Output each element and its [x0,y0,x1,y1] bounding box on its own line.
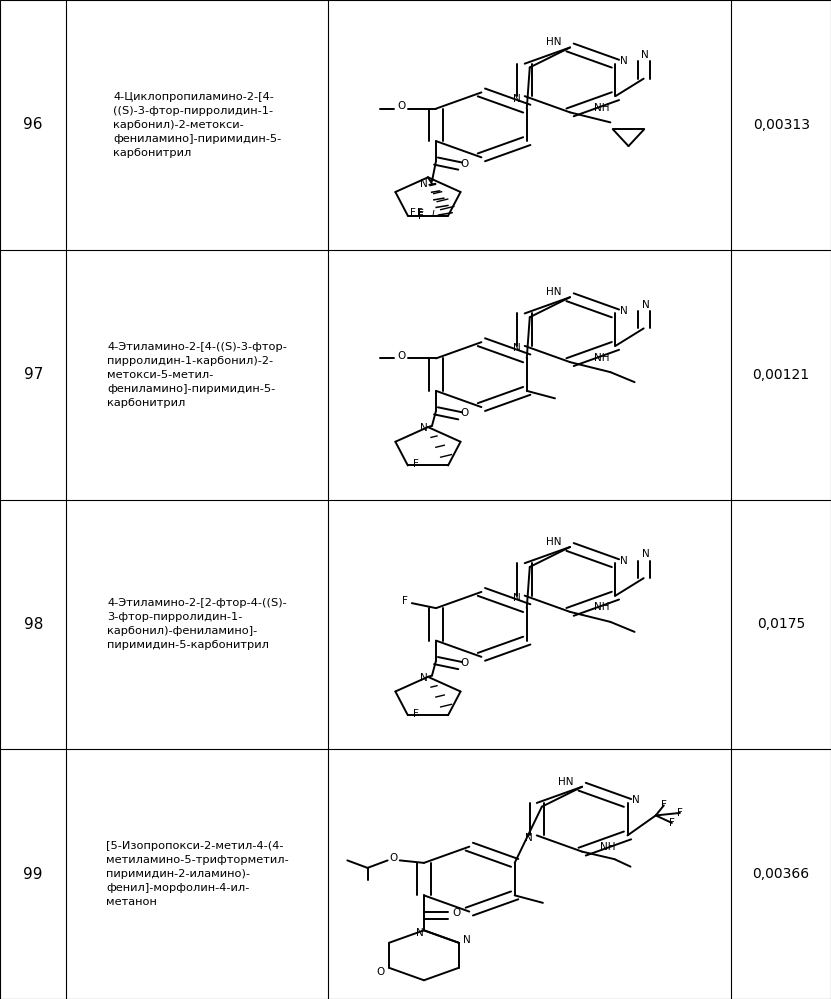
Text: 4-Этиламино-2-[2-фтор-4-((S)-
3-фтор-пирролидин-1-
карбонил)-фениламино]-
пирими: 4-Этиламино-2-[2-фтор-4-((S)- 3-фтор-пир… [107,598,288,650]
Text: F: F [410,208,416,218]
Text: N: N [416,928,424,938]
Text: N: N [420,673,428,683]
Text: F: F [413,460,419,470]
Text: F: F [402,595,408,605]
Text: 0,00313: 0,00313 [753,118,809,132]
Text: F: F [417,208,423,218]
Text: 0,00366: 0,00366 [753,867,809,881]
Text: NH: NH [600,842,616,852]
Text: N: N [620,555,627,565]
Text: O: O [397,351,406,361]
Text: F: F [661,800,666,810]
Text: 96: 96 [23,117,43,133]
Text: 4-Циклопропиламино-2-[4-
((S)-3-фтор-пирролидин-1-
карбонил)-2-метокси-
фенилами: 4-Циклопропиламино-2-[4- ((S)-3-фтор-пир… [113,92,282,158]
Text: N: N [513,344,520,354]
Text: 99: 99 [23,866,43,882]
Text: N: N [420,179,428,189]
Text: O: O [376,966,385,977]
Text: 0,00121: 0,00121 [753,368,809,382]
Text: F: F [413,709,419,719]
Text: N: N [525,833,533,843]
Text: N: N [513,593,520,603]
Text: F: F [418,210,424,220]
Text: 98: 98 [23,616,43,632]
Text: F: F [418,211,424,221]
Text: HN: HN [558,776,573,787]
Text: O: O [397,101,406,111]
Text: N: N [620,306,627,316]
Text: N: N [641,50,649,60]
Text: N: N [463,935,471,945]
Text: F: F [677,808,683,818]
Text: N: N [642,300,650,310]
Text: NH: NH [594,353,610,363]
Text: O: O [460,658,469,668]
Text: N: N [632,795,640,805]
Text: O: O [390,853,398,863]
Text: NH: NH [594,103,610,113]
Text: N: N [420,424,428,434]
Text: O: O [460,159,469,169]
Text: N: N [513,94,520,104]
Text: O: O [452,908,460,918]
Text: NH: NH [594,602,610,612]
Text: O: O [460,409,469,419]
Text: 4-Этиламино-2-[4-((S)-3-фтор-
пирролидин-1-карбонил)-2-
метокси-5-метил-
фенилам: 4-Этиламино-2-[4-((S)-3-фтор- пирролидин… [107,342,288,408]
Text: N: N [642,549,650,559]
Text: F: F [669,818,675,828]
Text: I: I [432,210,435,219]
Text: HN: HN [546,37,562,48]
Text: 0,0175: 0,0175 [757,617,805,631]
Text: HN: HN [546,287,562,298]
Text: HN: HN [546,536,562,547]
Text: [5-Изопропокси-2-метил-4-(4-
метиламино-5-трифторметил-
пиримидин-2-иламино)-
фе: [5-Изопропокси-2-метил-4-(4- метиламино-… [106,841,288,907]
Text: N: N [620,56,627,66]
Text: 97: 97 [23,367,43,383]
